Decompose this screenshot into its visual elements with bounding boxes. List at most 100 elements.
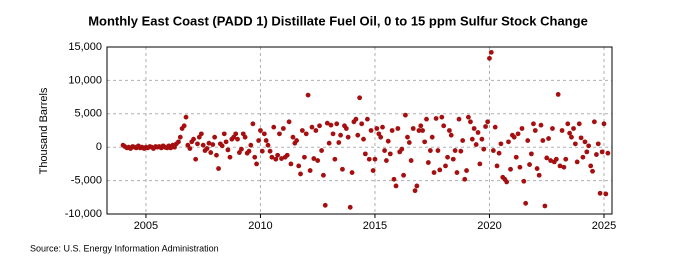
- point: [488, 49, 494, 55]
- point: [195, 141, 200, 147]
- point: [494, 163, 500, 169]
- point: [284, 152, 290, 158]
- point: [399, 146, 405, 152]
- point: [481, 146, 487, 152]
- point: [338, 132, 344, 138]
- source-note: Source: U.S. Energy Information Administ…: [30, 243, 219, 253]
- point: [565, 121, 571, 127]
- y-tick-label: 10,000: [68, 74, 102, 86]
- point: [384, 158, 389, 163]
- point: [328, 122, 334, 128]
- point: [246, 148, 252, 154]
- point: [599, 149, 605, 155]
- point: [540, 138, 546, 143]
- point: [227, 154, 233, 160]
- point: [221, 131, 227, 137]
- point: [555, 92, 561, 97]
- point: [578, 135, 584, 141]
- point: [193, 156, 199, 162]
- point: [303, 131, 309, 137]
- point: [307, 168, 313, 173]
- point: [256, 138, 262, 143]
- point: [290, 134, 296, 140]
- y-tick-label: 15,000: [68, 41, 102, 53]
- point: [208, 150, 214, 155]
- point: [466, 114, 471, 120]
- point: [372, 156, 378, 162]
- point: [378, 134, 384, 140]
- point: [395, 126, 401, 131]
- point: [374, 126, 380, 131]
- point: [454, 170, 460, 175]
- point: [177, 134, 183, 140]
- point: [382, 148, 387, 153]
- point: [435, 148, 441, 153]
- point: [462, 176, 468, 182]
- x-tick-label: 2015: [363, 220, 387, 232]
- point: [588, 163, 594, 169]
- point: [445, 154, 450, 160]
- y-axis-label: Thousand Barrels: [38, 87, 50, 174]
- point: [595, 141, 601, 147]
- x-tick-label: 2020: [477, 220, 501, 232]
- point: [198, 131, 204, 137]
- point: [422, 139, 428, 145]
- point: [572, 141, 578, 147]
- point: [315, 158, 321, 163]
- point: [353, 116, 359, 122]
- point: [418, 123, 424, 129]
- point: [391, 176, 397, 182]
- point: [216, 166, 221, 171]
- point: [485, 119, 491, 125]
- point: [536, 172, 542, 178]
- point: [401, 172, 406, 178]
- point: [517, 164, 523, 170]
- point: [487, 55, 492, 61]
- point: [532, 128, 538, 133]
- point: [427, 148, 433, 153]
- point: [311, 156, 317, 161]
- point: [479, 136, 485, 142]
- point: [416, 128, 422, 133]
- y-tick-label: 5,000: [74, 108, 102, 120]
- point: [319, 148, 324, 153]
- point: [429, 134, 435, 140]
- point: [523, 200, 529, 206]
- point: [347, 204, 353, 210]
- point: [355, 132, 361, 138]
- point: [305, 92, 311, 98]
- point: [521, 178, 527, 184]
- point: [446, 128, 452, 133]
- point: [406, 140, 412, 145]
- point: [298, 171, 303, 177]
- point: [458, 148, 464, 154]
- point: [603, 191, 609, 197]
- point: [309, 124, 315, 130]
- point: [380, 124, 385, 130]
- point: [439, 114, 445, 120]
- point: [483, 124, 488, 129]
- point: [597, 190, 603, 196]
- point: [387, 151, 393, 157]
- point: [448, 132, 454, 138]
- point: [513, 154, 519, 160]
- point: [431, 170, 437, 175]
- point: [393, 183, 399, 189]
- point: [508, 166, 513, 172]
- x-tick-label: 2005: [134, 220, 158, 232]
- point: [366, 156, 372, 162]
- point: [254, 161, 259, 167]
- point: [498, 141, 504, 147]
- point: [475, 130, 481, 135]
- point: [359, 121, 365, 127]
- point: [210, 142, 216, 147]
- point: [452, 148, 458, 153]
- point: [490, 148, 496, 153]
- point: [527, 162, 532, 167]
- point: [345, 134, 351, 140]
- point: [183, 114, 189, 120]
- point: [506, 139, 511, 145]
- point: [299, 128, 305, 133]
- point: [542, 203, 548, 209]
